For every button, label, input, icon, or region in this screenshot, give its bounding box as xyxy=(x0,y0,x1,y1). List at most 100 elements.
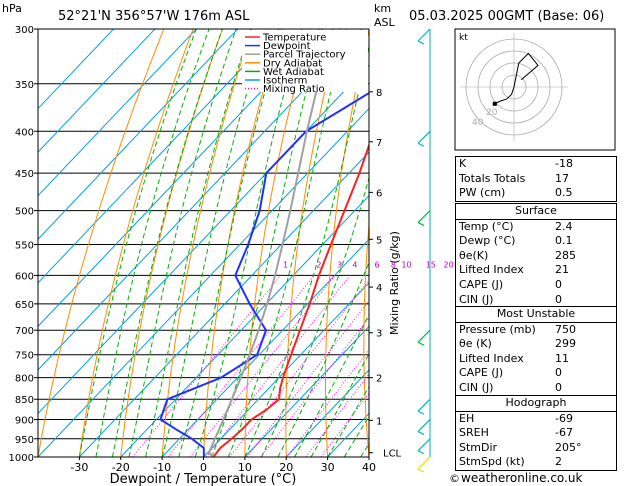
index-row: Lifted Index 11 xyxy=(456,352,616,367)
index-label: Totals Totals xyxy=(459,171,526,185)
index-label: CIN (J) xyxy=(459,292,494,306)
height-tick-label: 5 xyxy=(376,235,382,246)
wind-barb xyxy=(417,130,431,144)
index-label: CAPE (J) xyxy=(459,277,504,291)
height-tick-label: 3 xyxy=(376,329,382,340)
legend-box xyxy=(242,30,368,92)
wind-barb-flag xyxy=(417,431,425,436)
index-row: θe(K) 285 xyxy=(456,249,616,264)
isotherm-line xyxy=(203,282,369,457)
index-value: -69 xyxy=(555,411,573,425)
index-value: 11 xyxy=(555,351,569,365)
mixing-ratio-label: 8 xyxy=(391,260,396,269)
index-value: 2 xyxy=(555,455,562,469)
index-value: 205° xyxy=(555,440,582,454)
copyright-symbol: © xyxy=(449,472,460,485)
mixing-ratio-line xyxy=(305,373,369,457)
index-label: PW (cm) xyxy=(459,186,506,200)
index-row: EH -69 xyxy=(456,412,616,427)
index-label: StmSpd (kt) xyxy=(459,455,525,469)
mixing-ratio-labels: 12346810152025 xyxy=(283,260,468,269)
hodograph-ring-label: 40 xyxy=(472,118,484,128)
wind-barb-flag xyxy=(417,450,425,455)
wet-adiabat-line xyxy=(227,29,347,457)
index-value: 17 xyxy=(555,171,569,185)
wind-barb-flag xyxy=(417,40,425,45)
index-row: Totals Totals 17 xyxy=(456,172,616,187)
height-tick-label: 1 xyxy=(376,416,382,427)
wet-adiabat-line xyxy=(211,29,324,457)
pressure-tick-label: 950 xyxy=(15,435,34,446)
datetime-title: 05.03.2025 00GMT (Base: 06) xyxy=(409,9,604,24)
index-row: Dewp (°C) 0.1 xyxy=(456,234,616,249)
hodograph-unit: kt xyxy=(459,33,468,43)
mixing-ratio-label: 2 xyxy=(316,260,321,269)
height-unit-sub: ASL xyxy=(374,16,396,29)
isotherm-line xyxy=(79,151,369,457)
index-row: CAPE (J) 0 xyxy=(456,278,616,293)
dry-adiabat-line xyxy=(363,219,369,457)
index-row: Temp (°C) 2.4 xyxy=(456,220,616,235)
index-label: Dewp (°C) xyxy=(459,234,516,248)
index-row: Lifted Index 21 xyxy=(456,263,616,278)
index-value: 0 xyxy=(555,292,562,306)
index-label: Pressure (mb) xyxy=(459,322,536,336)
pressure-tick-label: 650 xyxy=(15,300,34,311)
pressure-tick-label: 600 xyxy=(15,271,34,282)
mixing-ratio-line xyxy=(286,349,369,457)
height-unit: km xyxy=(374,2,391,15)
isotherm-line xyxy=(38,29,198,197)
wet-adiabat-line xyxy=(145,29,252,457)
index-row: CIN (J) 0 xyxy=(456,381,616,396)
index-value: 285 xyxy=(555,248,576,262)
wind-barb-flag xyxy=(417,222,425,227)
index-row: StmDir 205° xyxy=(456,441,616,456)
pressure-tick-label: 750 xyxy=(15,351,34,362)
most-unstable-title: Most Unstable xyxy=(456,307,616,323)
dry-adiabat-line xyxy=(285,29,341,457)
index-label: StmDir xyxy=(459,440,498,454)
index-label: CIN (J) xyxy=(459,380,494,394)
wet-adiabat-line xyxy=(78,29,197,457)
temperature-tick-label: -20 xyxy=(112,461,130,474)
wind-barb xyxy=(417,28,431,42)
pressure-tick-label: 800 xyxy=(15,374,34,385)
legend-label: Isotherm xyxy=(263,76,307,87)
temperature-tick-label: 0 xyxy=(200,461,207,474)
mixing-ratio-label: 15 xyxy=(426,260,436,269)
surface-panel: Surface Temp (°C) 2.4 Dewp (°C) 0.1 θe(K) 285… xyxy=(455,203,617,309)
wind-barb xyxy=(417,398,431,412)
temperature-tick-label: -30 xyxy=(70,461,88,474)
pressure-tick-label: 900 xyxy=(15,416,34,427)
temperature-tick-label: 10 xyxy=(238,461,252,474)
index-label: SREH xyxy=(459,426,489,440)
wind-barb-flag xyxy=(417,341,425,346)
legend-label: Wet Adiabat xyxy=(263,67,324,78)
dry-adiabat-line xyxy=(401,17,430,457)
wet-adiabat-line xyxy=(178,29,284,457)
pressure-tick-label: 400 xyxy=(15,127,34,138)
series-dewpoint xyxy=(159,91,369,457)
index-label: Lifted Index xyxy=(459,263,524,277)
wet-adiabat-line xyxy=(327,385,369,457)
mixing-ratio-label: 20 xyxy=(444,260,454,269)
mixing-ratio-axis-label: Mixing Ratio (g/kg) xyxy=(388,231,401,335)
temperature-tick-label: -10 xyxy=(153,461,171,474)
legend-label: Dry Adiabat xyxy=(263,58,322,69)
pressure-tick-label: 1000 xyxy=(9,453,34,464)
index-value: 0.1 xyxy=(555,234,573,248)
pressure-tick-label: 450 xyxy=(15,169,34,180)
height-tick-label: 6 xyxy=(376,188,382,199)
index-value: 299 xyxy=(555,337,576,351)
pressure-tick-label: 850 xyxy=(15,395,34,406)
pressure-unit: hPa xyxy=(2,2,22,15)
index-label: K xyxy=(459,157,467,170)
hodograph-ring-label: 20 xyxy=(486,108,498,118)
wind-barb xyxy=(417,438,431,452)
dry-adiabat-line xyxy=(38,29,165,457)
index-label: θe(K) xyxy=(459,248,489,262)
wet-adiabat-line xyxy=(194,29,303,457)
index-row: θe (K) 299 xyxy=(456,337,616,352)
index-value: 2.4 xyxy=(555,219,573,233)
